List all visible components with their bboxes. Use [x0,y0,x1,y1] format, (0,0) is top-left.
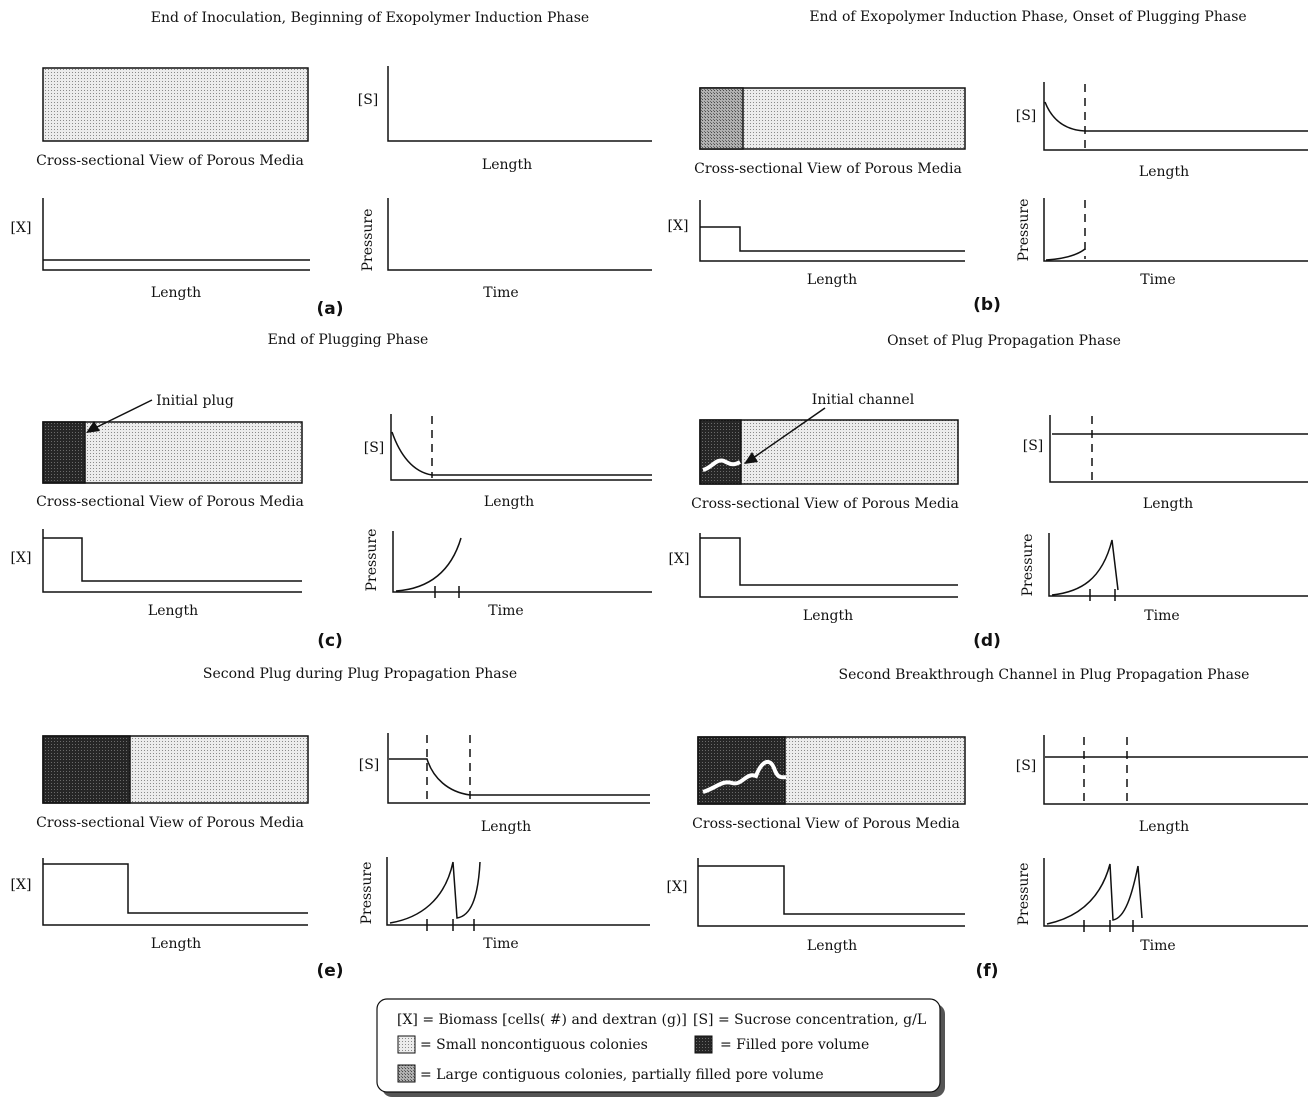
panel-a-title: End of Inoculation, Beginning of Exopoly… [151,10,589,26]
legend-biomass: [X] = Biomass [cells( #) and dextran (g)… [397,1012,687,1028]
panel-c-substrate-label: [S] [364,440,385,456]
panel-e-pressure-xlabel: Time [483,936,518,952]
panel-a-biomass-xlabel: Length [151,285,201,301]
panel-c-substrate-xlabel: Length [484,494,534,510]
panel-c: End of Plugging Phase Initial plug Cross… [11,332,652,651]
panel-d-pressure-label: Pressure [1020,534,1036,597]
panel-c-title: End of Plugging Phase [268,332,429,348]
panel-f-filled-plug [698,737,785,804]
panel-e-label: (e) [316,961,343,981]
panel-e-filled-plug [43,736,130,803]
panel-d-biomass-xlabel: Length [803,608,853,624]
panel-c-media-caption: Cross-sectional View of Porous Media [36,494,304,510]
panel-c-biomass-xlabel: Length [148,603,198,619]
panel-f-pressure-label: Pressure [1016,863,1032,926]
panel-e-biomass-plot: [X] Length [11,858,308,952]
panel-f-pressure-xlabel: Time [1140,938,1175,954]
panel-d-annotation: Initial channel [812,392,915,408]
panel-a-pressure-label: Pressure [360,209,376,272]
panel-f-biomass-plot: [X] Length [667,858,965,954]
panel-a: End of Inoculation, Beginning of Exopoly… [11,10,652,319]
panel-b-pressure-label: Pressure [1016,199,1032,262]
panel-b-title: End of Exopolymer Induction Phase, Onset… [809,9,1246,25]
panel-b: End of Exopolymer Induction Phase, Onset… [668,9,1308,315]
panel-c-biomass-label: [X] [11,550,32,566]
panel-e-biomass-xlabel: Length [151,936,201,952]
panel-b-large-colonies [700,88,743,149]
panel-b-biomass-xlabel: Length [807,272,857,288]
panel-e-media-caption: Cross-sectional View of Porous Media [36,815,304,831]
panel-d-filled-plug [700,420,741,484]
legend-sucrose: [S] = Sucrose concentration, g/L [693,1012,926,1028]
legend-filled: = Filled pore volume [720,1037,869,1053]
legend: [X] = Biomass [cells( #) and dextran (g)… [377,999,945,1097]
panel-e-substrate-plot: [S] Length [359,733,650,835]
panel-e-title: Second Plug during Plug Propagation Phas… [203,666,517,682]
panel-b-substrate-xlabel: Length [1139,164,1189,180]
panel-d-pressure-plot: Pressure Time [1020,533,1308,624]
panel-b-media-caption: Cross-sectional View of Porous Media [694,161,962,177]
panel-c-biomass-plot: [X] Length [11,529,302,619]
panel-d-media-caption: Cross-sectional View of Porous Media [691,496,959,512]
panel-f-substrate-plot: [S] Length [1016,735,1308,835]
panel-d-biomass-label: [X] [669,551,690,567]
panel-a-label: (a) [316,299,343,319]
panel-b-label: (b) [973,295,1001,315]
panel-b-biomass-label: [X] [668,218,689,234]
panel-c-label: (c) [317,631,343,651]
panel-c-pressure-xlabel: Time [488,603,523,619]
panel-a-pressure-plot: Pressure Time [360,198,652,301]
panel-a-biomass-plot: [X] Length [11,198,310,301]
panel-a-substrate-plot: [S] Length [358,66,652,173]
panel-f-substrate-xlabel: Length [1139,819,1189,835]
panel-d-substrate-plot: [S] Length [1023,415,1308,512]
panel-f-biomass-xlabel: Length [807,938,857,954]
panel-c-annotation: Initial plug [156,393,234,409]
panel-e-pressure-plot: Pressure Time [359,857,650,952]
panel-e-pressure-label: Pressure [359,862,375,925]
legend-small: = Small noncontiguous colonies [420,1037,648,1053]
panel-e-substrate-label: [S] [359,757,380,773]
panel-f-label: (f) [976,961,999,981]
panel-d-substrate-xlabel: Length [1143,496,1193,512]
panel-d: Onset of Plug Propagation Phase Initial … [669,333,1308,651]
panel-d-pressure-xlabel: Time [1144,608,1179,624]
panel-e: Second Plug during Plug Propagation Phas… [11,666,650,981]
panel-b-substrate-label: [S] [1016,108,1037,124]
panel-b-substrate-plot: [S] Length [1016,82,1308,180]
legend-large-swatch [398,1065,415,1082]
panel-e-biomass-label: [X] [11,877,32,893]
panel-d-biomass-plot: [X] Length [669,533,958,624]
panel-b-pressure-plot: Pressure Time [1016,198,1308,288]
panel-a-substrate-xlabel: Length [482,157,532,173]
panel-a-pressure-xlabel: Time [483,285,518,301]
panel-d-title: Onset of Plug Propagation Phase [887,333,1121,349]
panel-e-substrate-xlabel: Length [481,819,531,835]
panel-a-porous-media [43,68,308,141]
panel-f-media-caption: Cross-sectional View of Porous Media [692,816,960,832]
panel-f-substrate-label: [S] [1016,758,1037,774]
panel-b-biomass-plot: [X] Length [668,200,965,288]
panel-d-substrate-label: [S] [1023,438,1044,454]
panel-d-label: (d) [973,631,1001,651]
panel-a-substrate-label: [S] [358,92,379,108]
panel-c-filled-plug [43,422,85,483]
panel-f-pressure-plot: Pressure Time [1016,858,1308,954]
panel-a-biomass-label: [X] [11,220,32,236]
legend-filled-swatch [695,1036,712,1053]
panel-f-title: Second Breakthrough Channel in Plug Prop… [839,667,1250,683]
panel-c-pressure-label: Pressure [364,529,380,592]
panel-c-substrate-plot: [S] Length [364,414,652,510]
legend-small-swatch [398,1036,415,1053]
panel-b-pressure-xlabel: Time [1140,272,1175,288]
panel-a-media-caption: Cross-sectional View of Porous Media [36,153,304,169]
panel-c-pressure-plot: Pressure Time [364,529,652,619]
panel-f-biomass-label: [X] [667,879,688,895]
legend-large: = Large contiguous colonies, partially f… [420,1067,824,1083]
panel-f: Second Breakthrough Channel in Plug Prop… [667,667,1308,981]
